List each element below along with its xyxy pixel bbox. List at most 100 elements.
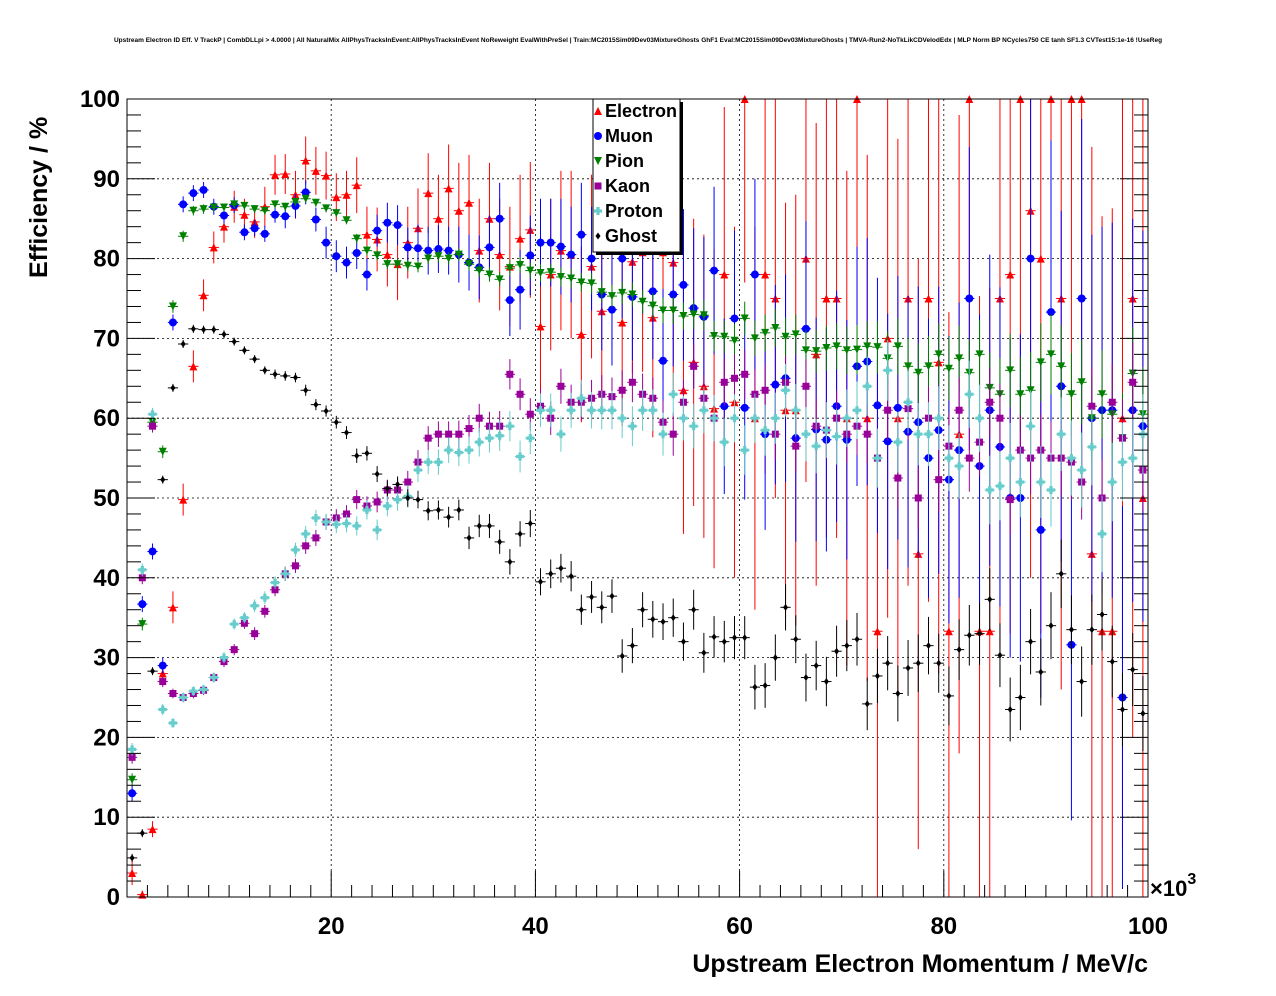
- proton-point: [311, 513, 320, 522]
- proton-point: [577, 394, 586, 403]
- pion-point: [832, 342, 841, 351]
- electron-point: [301, 156, 310, 165]
- muon-point: [413, 244, 422, 253]
- legend-label-ghost: Ghost: [605, 226, 657, 246]
- kaon-point: [557, 382, 565, 390]
- electron-point: [168, 603, 177, 612]
- proton-point: [740, 446, 749, 455]
- kaon-point: [302, 542, 310, 550]
- kaon-point: [291, 562, 299, 570]
- ghost-point: [466, 534, 472, 542]
- ghost-point: [221, 330, 227, 338]
- proton-point: [128, 745, 137, 754]
- legend-marker-pion: [594, 157, 602, 165]
- ghost-point: [364, 449, 370, 457]
- chart-title: Upstream Electron ID Eff. V TrackP | Com…: [114, 37, 1162, 44]
- muon-point: [965, 294, 974, 303]
- ghost-point: [1119, 705, 1125, 713]
- muon-point: [1077, 294, 1086, 303]
- pion-point: [699, 311, 708, 320]
- proton-point: [883, 366, 892, 375]
- pion-point: [281, 202, 290, 211]
- proton-point: [516, 452, 525, 461]
- kaon-point: [792, 442, 800, 450]
- proton-point: [1057, 430, 1066, 439]
- proton-point: [301, 529, 310, 538]
- electron-point: [219, 222, 228, 231]
- muon-point: [618, 254, 627, 263]
- proton-point: [863, 382, 872, 391]
- x-tick-label: 80: [930, 913, 957, 940]
- pion-point: [342, 216, 351, 225]
- pion-point: [904, 362, 913, 371]
- muon-point: [434, 245, 443, 254]
- ghost-point: [323, 407, 329, 415]
- proton-point: [189, 687, 198, 696]
- muon-point: [750, 270, 759, 279]
- pion-point: [311, 198, 320, 207]
- pion-point: [975, 350, 984, 359]
- pion-point: [546, 268, 555, 277]
- y-tick-label: 50: [93, 485, 120, 512]
- muon-point: [352, 249, 361, 258]
- kaon-point: [516, 390, 524, 398]
- muon-point: [128, 789, 137, 798]
- muon-point: [771, 380, 780, 389]
- ghost-point: [1028, 638, 1034, 646]
- electron-point: [465, 198, 474, 207]
- kaon-point: [353, 496, 361, 504]
- pion-point: [556, 272, 565, 281]
- ghost-point: [977, 630, 983, 638]
- muon-point: [740, 403, 749, 412]
- proton-point: [138, 565, 147, 574]
- muon-point: [250, 224, 259, 233]
- proton-point: [1047, 486, 1056, 495]
- proton-point: [924, 430, 933, 439]
- kaon-point: [506, 370, 514, 378]
- legend-label-proton: Proton: [605, 201, 663, 221]
- electron-point: [536, 322, 545, 331]
- electron-point: [189, 362, 198, 371]
- ghost-point: [425, 507, 431, 515]
- ghost-point: [640, 606, 646, 614]
- pion-point: [801, 346, 810, 355]
- electron-point: [311, 166, 320, 175]
- pion-point: [1036, 358, 1045, 367]
- proton-point: [873, 454, 882, 463]
- muon-point: [536, 238, 545, 247]
- ghost-point: [701, 649, 707, 657]
- ghost-point: [936, 659, 942, 667]
- legend-marker-kaon: [594, 182, 602, 190]
- electron-point: [822, 294, 831, 303]
- muon-point: [403, 243, 412, 252]
- ghost-point: [303, 386, 309, 394]
- electron-point: [1006, 270, 1015, 279]
- muon-point: [393, 221, 402, 230]
- pion-point: [812, 347, 821, 356]
- ghost-point: [1017, 694, 1023, 701]
- ghost-point: [1048, 622, 1054, 630]
- proton-point: [434, 458, 443, 467]
- kaon-point: [720, 378, 728, 386]
- x-tick-label: 100: [1128, 913, 1168, 940]
- electron-point: [362, 230, 371, 239]
- legend-label-kaon: Kaon: [605, 176, 650, 196]
- proton-point: [781, 386, 790, 395]
- pion-point: [628, 290, 637, 299]
- kaon-point: [1108, 398, 1116, 406]
- pion-point: [362, 246, 371, 255]
- ghost-point: [129, 854, 135, 862]
- kaon-point: [434, 430, 442, 438]
- ghost-point: [292, 374, 298, 382]
- muon-point: [332, 252, 341, 261]
- pion-point: [209, 203, 218, 212]
- electron-point: [444, 184, 453, 193]
- pion-point: [189, 206, 198, 215]
- ghost-point: [150, 667, 156, 675]
- pion-point: [791, 330, 800, 339]
- ghost-point: [895, 690, 901, 698]
- proton-point: [914, 430, 923, 439]
- ghost-point: [599, 603, 605, 611]
- kaon-point: [128, 753, 136, 761]
- kaon-point: [669, 430, 677, 438]
